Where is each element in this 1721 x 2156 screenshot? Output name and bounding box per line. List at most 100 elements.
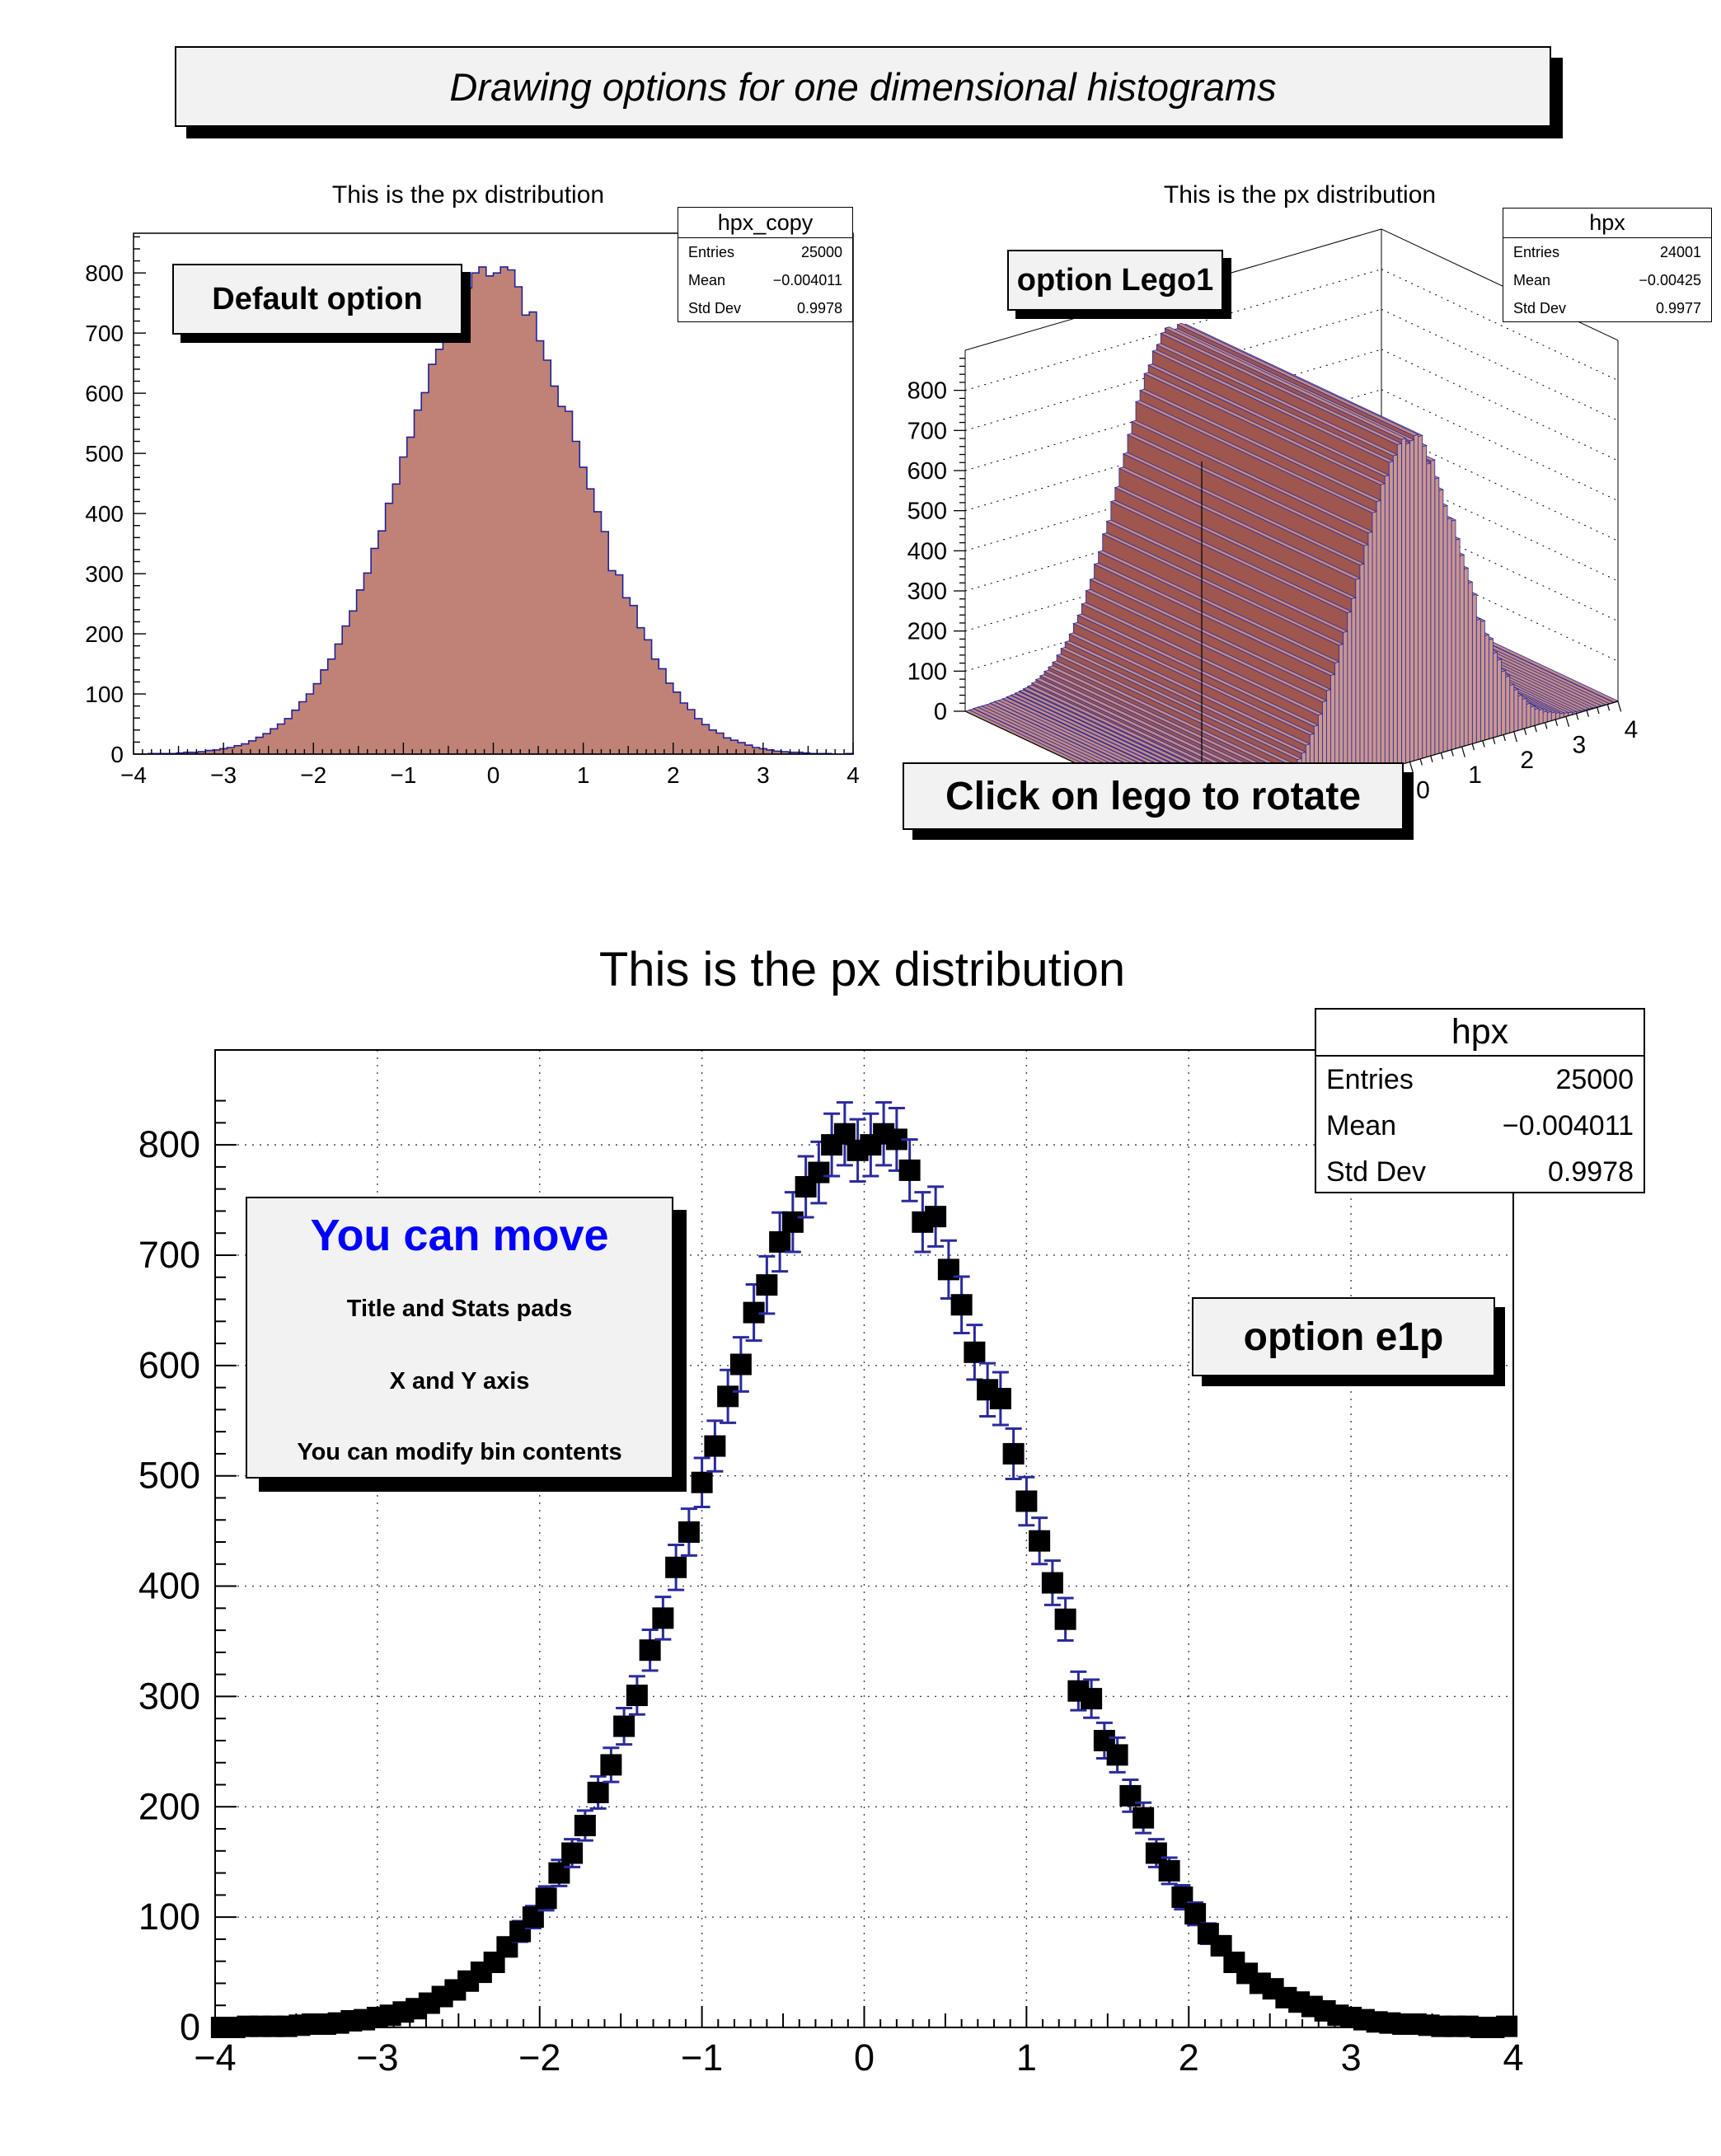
- stats-label: Mean: [688, 271, 726, 288]
- lego-bar-front: [1526, 702, 1531, 729]
- stats-label: Mean: [1326, 1109, 1397, 1141]
- lego-bar-front: [1434, 477, 1440, 756]
- default-option-pave[interactable]: Default option: [172, 264, 462, 335]
- stats-value: 24001: [1659, 243, 1701, 260]
- x-tick-label: 3: [757, 762, 770, 788]
- stats-box-hpx-lego[interactable]: hpx Entries 24001 Mean −0.00425 Std Dev …: [1503, 208, 1712, 322]
- data-marker[interactable]: [1002, 1442, 1025, 1465]
- x-axis[interactable]: −4 −3 −2 −1 0 1 2 3 4: [120, 743, 860, 788]
- lego-bar-front: [1513, 688, 1519, 733]
- stats-box-hpx-e1p[interactable]: hpx Entries 25000 Mean −0.004011 Std Dev…: [1315, 1008, 1645, 1193]
- e1p-pad-title[interactable]: This is the px distribution: [598, 943, 1126, 996]
- data-marker[interactable]: [1041, 1572, 1063, 1594]
- data-marker[interactable]: [613, 1715, 635, 1737]
- data-marker[interactable]: [1158, 1859, 1180, 1882]
- grid-line: [1381, 269, 1619, 382]
- data-marker[interactable]: [600, 1754, 622, 1776]
- data-marker[interactable]: [756, 1274, 778, 1296]
- data-marker[interactable]: [587, 1781, 609, 1803]
- y-tick-label: 100: [138, 1896, 200, 1938]
- data-marker[interactable]: [626, 1685, 648, 1707]
- data-marker[interactable]: [781, 1211, 804, 1233]
- canvas-title-pave[interactable]: Drawing options for one dimensional hist…: [175, 46, 1551, 127]
- e1p-markers[interactable]: [210, 1101, 1518, 2038]
- data-marker[interactable]: [964, 1341, 986, 1363]
- data-marker[interactable]: [989, 1387, 1011, 1409]
- data-marker[interactable]: [639, 1639, 661, 1662]
- y-tick-label: 600: [85, 381, 124, 406]
- data-marker[interactable]: [950, 1294, 973, 1316]
- click-lego-pave[interactable]: Click on lego to rotate: [903, 762, 1404, 830]
- x-tick: [1555, 719, 1559, 726]
- lego-bar-front: [1463, 567, 1469, 747]
- histogram-fill[interactable]: [134, 266, 854, 755]
- lego-bar-front: [1455, 538, 1461, 749]
- data-marker[interactable]: [1184, 1903, 1207, 1925]
- data-marker[interactable]: [729, 1353, 752, 1376]
- stats-label: Entries: [1513, 243, 1560, 260]
- x-tick: [1503, 734, 1506, 742]
- option-lego1-label: option Lego1: [1016, 262, 1214, 298]
- data-marker[interactable]: [1106, 1744, 1128, 1766]
- default-pad-title[interactable]: This is the px distribution: [331, 181, 605, 209]
- data-marker[interactable]: [691, 1471, 713, 1493]
- x-tick: [1451, 749, 1454, 757]
- data-marker[interactable]: [1029, 1530, 1051, 1552]
- y-tick-label: 500: [138, 1455, 200, 1497]
- lego-bar-front: [1418, 434, 1423, 761]
- x-tick: [1617, 701, 1622, 712]
- data-marker[interactable]: [717, 1385, 739, 1408]
- z-tick-label: 700: [907, 418, 947, 444]
- y-tick-label: 0: [180, 2006, 200, 2048]
- y-tick-label: 800: [85, 260, 124, 286]
- data-marker[interactable]: [665, 1556, 687, 1578]
- data-marker[interactable]: [678, 1521, 700, 1543]
- data-marker[interactable]: [1015, 1490, 1038, 1512]
- data-marker[interactable]: [769, 1230, 791, 1253]
- data-marker[interactable]: [704, 1435, 726, 1457]
- option-e1p-pave[interactable]: option e1p: [1192, 1297, 1495, 1376]
- data-marker[interactable]: [898, 1159, 921, 1181]
- grid-line: [1381, 349, 1619, 462]
- lego-z-axis[interactable]: 0 100 200 300 400 500 600 700 800: [907, 358, 965, 725]
- data-marker[interactable]: [574, 1815, 596, 1837]
- stats-value: 25000: [800, 243, 842, 260]
- you-can-move-pave[interactable]: You can move Title and Stats pads X and …: [246, 1197, 673, 1479]
- data-marker[interactable]: [1054, 1608, 1076, 1630]
- stats-row: Entries 24001: [1503, 238, 1711, 266]
- z-tick-label: 800: [907, 378, 947, 405]
- x-tick-label: −2: [300, 762, 326, 788]
- data-marker[interactable]: [808, 1161, 830, 1183]
- y-axis[interactable]: 0 100 200 300 400 500 600 700 800: [138, 1099, 237, 2048]
- data-marker[interactable]: [561, 1842, 584, 1864]
- data-marker[interactable]: [925, 1206, 947, 1228]
- lego-bar-front: [1522, 697, 1527, 730]
- option-e1p-label: option e1p: [1243, 1315, 1444, 1359]
- stats-label: Std Dev: [1513, 299, 1567, 316]
- data-marker[interactable]: [652, 1607, 674, 1629]
- data-marker[interactable]: [535, 1887, 557, 1910]
- x-tick-label: 0: [854, 2036, 875, 2079]
- lego-pad-title[interactable]: This is the px distribution: [1163, 181, 1437, 209]
- x-tick-label: 2: [1179, 2036, 1199, 2079]
- x-tick-label: 4: [846, 762, 860, 788]
- data-marker[interactable]: [1081, 1688, 1103, 1710]
- z-tick-label: 400: [907, 538, 947, 565]
- stats-label: Std Dev: [688, 299, 742, 316]
- lego-bar-front: [1538, 708, 1544, 725]
- option-lego1-pave[interactable]: option Lego1: [1007, 250, 1223, 311]
- stats-box-hpx-copy[interactable]: hpx_copy Entries 25000 Mean −0.004011 St…: [678, 207, 853, 322]
- data-marker[interactable]: [1496, 2015, 1518, 2037]
- y-axis[interactable]: 0 100 200 300 400 500 600 700 800: [85, 236, 146, 767]
- data-marker[interactable]: [1132, 1807, 1155, 1829]
- lego-bar-front: [1363, 544, 1369, 776]
- lego-bar-front: [1347, 611, 1353, 781]
- data-marker[interactable]: [548, 1862, 570, 1884]
- stats-label: Entries: [688, 243, 735, 260]
- lego-bars[interactable]: [964, 322, 1620, 823]
- lego-bar-front: [1501, 670, 1507, 736]
- grid-line: [1381, 549, 1619, 662]
- canvas-title-text: Drawing options for one dimensional hist…: [449, 64, 1277, 109]
- x-axis[interactable]: −4 −3 −2 −1 0 1 2 3 4: [194, 2006, 1524, 2079]
